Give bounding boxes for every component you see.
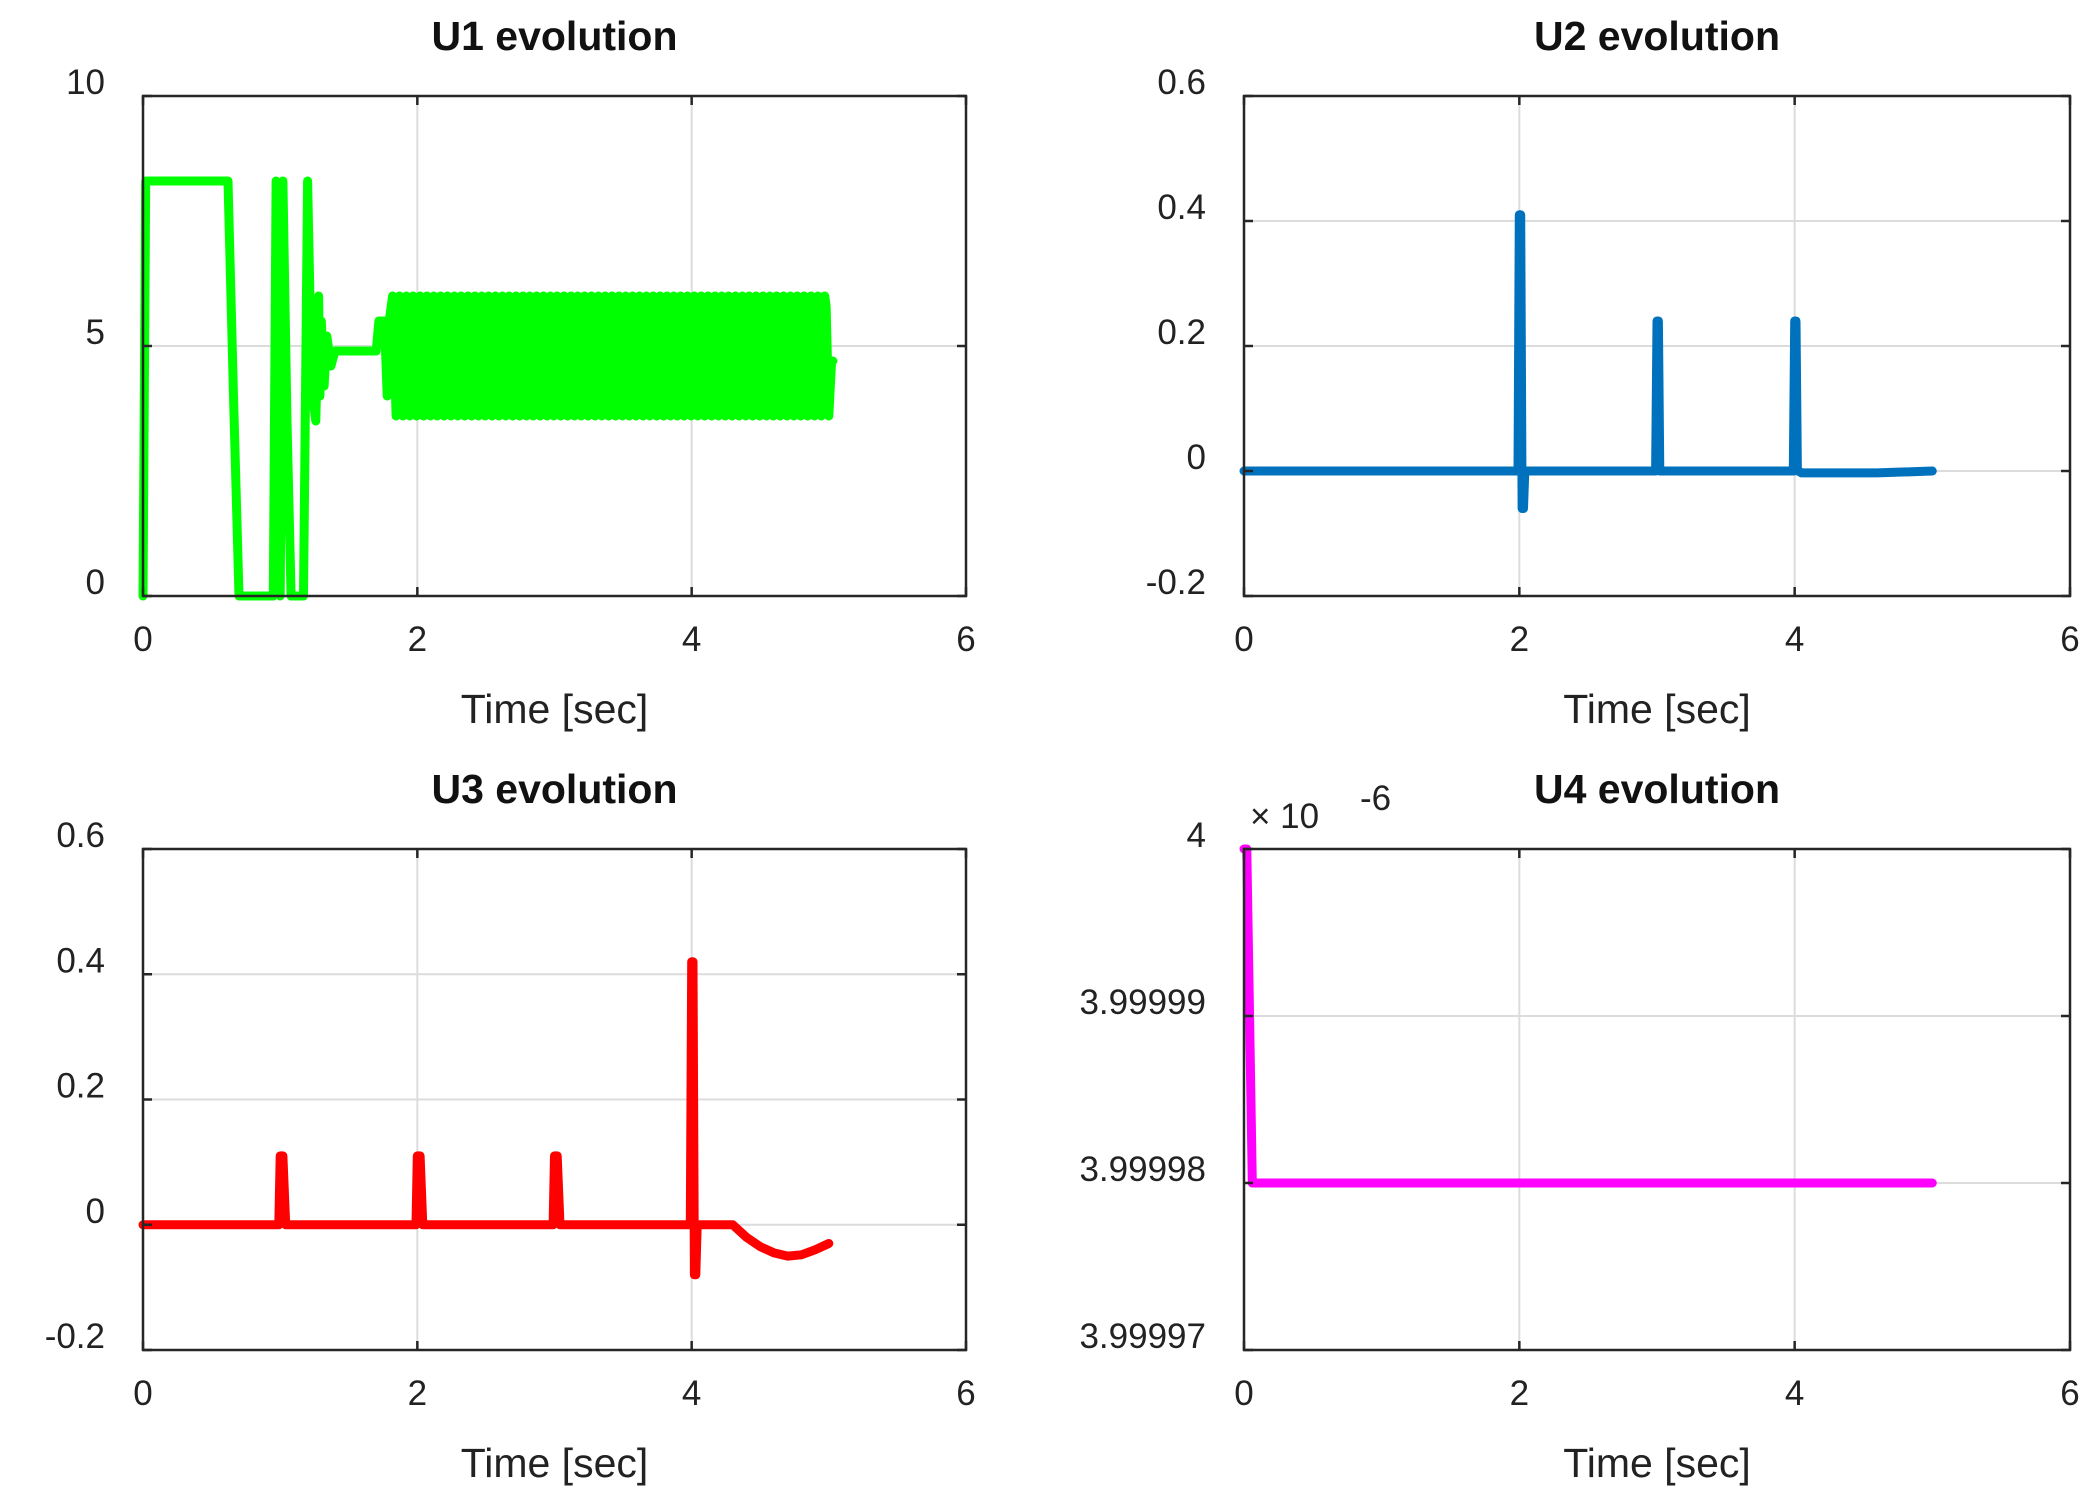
x-tick-label: 6 — [2060, 1374, 2079, 1413]
y-tick-label: 3.99997 — [1079, 1317, 1206, 1356]
series-line-u2 — [1239, 210, 1937, 513]
plot-title: U2 evolution — [1534, 13, 1780, 59]
y-tick-label: -0.2 — [1146, 563, 1206, 602]
y-tick-label: 3.99998 — [1079, 1150, 1206, 1189]
x-tick-label: 6 — [2060, 620, 2079, 659]
y-tick-label: 0.4 — [56, 941, 105, 980]
x-tick-label: 2 — [408, 620, 427, 659]
y-tick-label: 0.6 — [1157, 63, 1206, 102]
y-tick-label: 3.99999 — [1079, 983, 1206, 1022]
subplot-3: 0 2 4 6 -0.2 0 0.2 0.4 0.6 U3 evolution Time [sec] — [45, 766, 976, 1486]
plot-title: U3 evolution — [431, 766, 677, 812]
y-tick-label: 0.6 — [56, 816, 105, 855]
y-tick-label: 0.2 — [1157, 313, 1206, 352]
x-axis-label: Time [sec] — [461, 1440, 649, 1486]
x-axis-label: Time [sec] — [461, 686, 649, 732]
y-tick-label: 5 — [86, 313, 105, 352]
plot-title: U1 evolution — [431, 13, 677, 59]
subplot-4: 0 2 4 6 3.99997 3.99998 3.99999 4 U4 evolution Ti… — [1079, 766, 2079, 1486]
x-axis-label: Time [sec] — [1563, 1440, 1751, 1486]
x-axis-label: Time [sec] — [1563, 686, 1751, 732]
x-tick-label: 4 — [682, 1374, 701, 1413]
y-tick-label: 0.4 — [1157, 188, 1206, 227]
y-tick-label: 10 — [66, 63, 105, 102]
y-tick-label: 0 — [86, 1192, 105, 1231]
axis-multiplier-exponent: -6 — [1360, 779, 1391, 818]
plot-title: U4 evolution — [1534, 766, 1780, 812]
subplot-1: 0 2 4 6 0 5 10 U1 evolution Time [sec] — [66, 13, 976, 732]
x-tick-label: 2 — [1510, 1374, 1529, 1413]
x-tick-label: 6 — [956, 1374, 975, 1413]
x-tick-label: 0 — [133, 1374, 152, 1413]
series-line-u3 — [138, 957, 834, 1280]
x-tick-label: 4 — [682, 620, 701, 659]
y-tick-label: 0.2 — [56, 1067, 105, 1106]
x-tick-label: 0 — [1234, 1374, 1253, 1413]
y-tick-label: -0.2 — [45, 1317, 105, 1356]
subplot-2: 0 2 4 6 -0.2 0 0.2 0.4 0.6 U2 evolution Time [sec] — [1146, 13, 2080, 732]
x-tick-label: 0 — [133, 620, 152, 659]
series-line-u1 — [138, 176, 838, 601]
y-tick-label: 4 — [1187, 816, 1206, 855]
x-tick-label: 2 — [1510, 620, 1529, 659]
y-tick-label: 0 — [86, 563, 105, 602]
x-tick-label: 0 — [1234, 620, 1253, 659]
x-tick-label: 6 — [956, 620, 975, 659]
x-tick-label: 2 — [408, 1374, 427, 1413]
x-tick-label: 4 — [1785, 620, 1804, 659]
axes-frame — [1242, 847, 2072, 1352]
x-tick-label: 4 — [1785, 1374, 1804, 1413]
y-tick-label: 0 — [1187, 438, 1206, 477]
axis-multiplier: × 10 — [1250, 797, 1319, 836]
